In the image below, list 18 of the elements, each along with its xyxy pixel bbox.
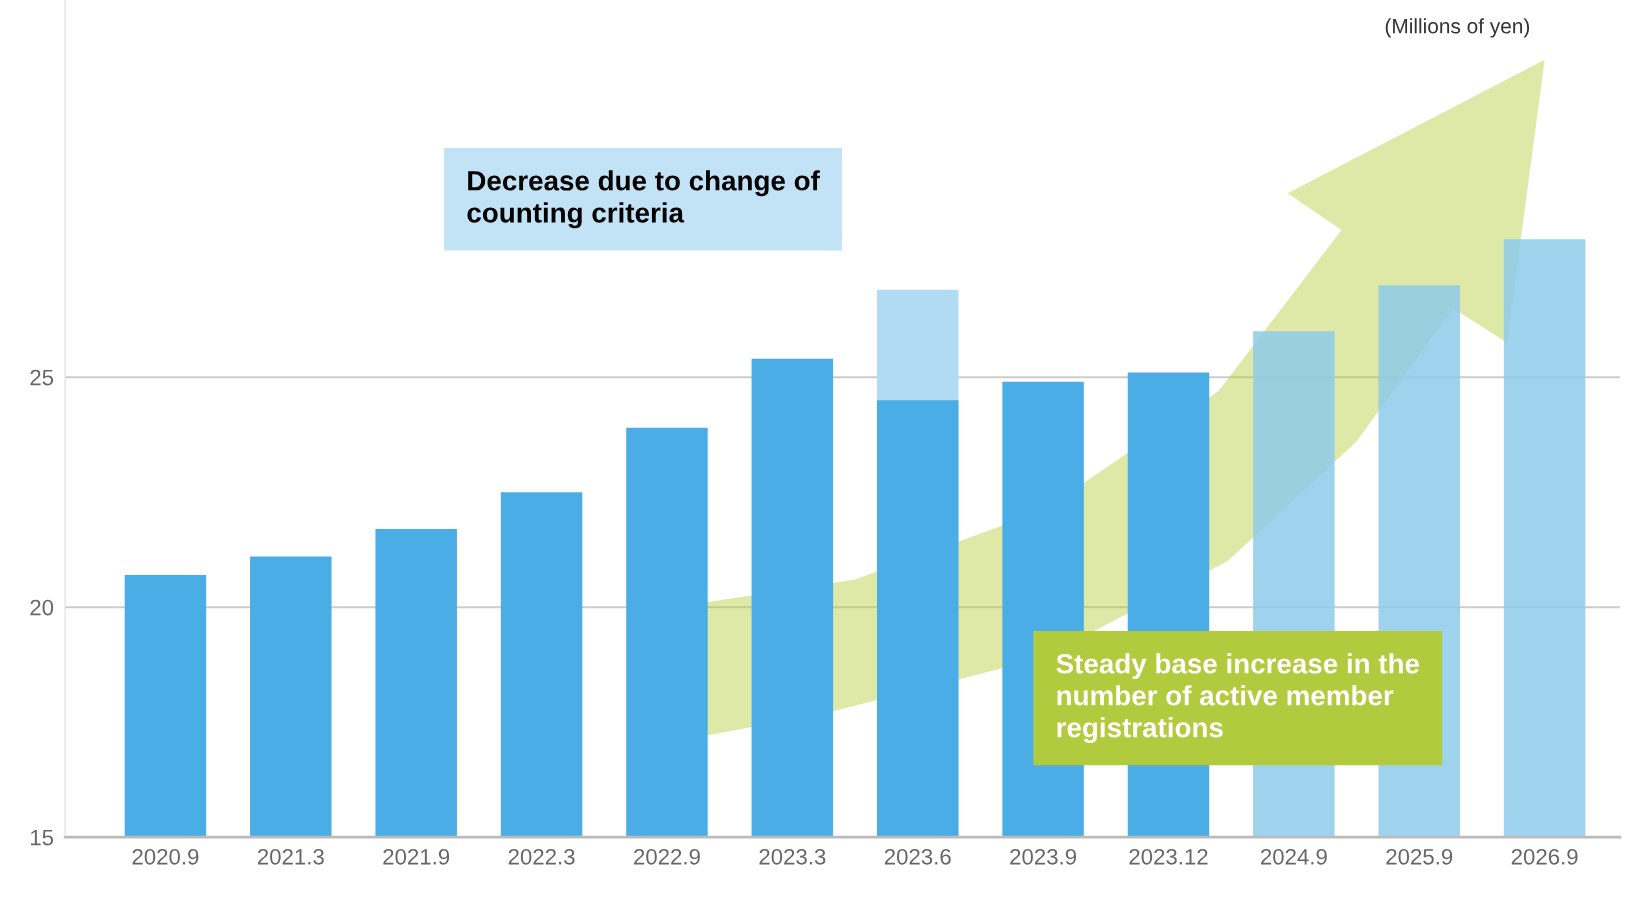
- x-tick-label: 2023.12: [1129, 848, 1208, 865]
- annotation: Steady base increase in the number of active member registrations: [1056, 653, 1420, 744]
- y-tick-label: 15: [30, 829, 54, 846]
- y-axis-title: (Millions of yen): [1385, 18, 1530, 38]
- x-tick-label: 2026.9: [1511, 848, 1578, 865]
- x-tick-label: 2023.3: [759, 848, 826, 865]
- x-tick-label: 2024.9: [1261, 848, 1327, 865]
- y-tick-label: 20: [30, 599, 54, 616]
- annotation: Decrease due to change of counting criteria: [467, 170, 820, 229]
- y-tick-label: 25: [30, 369, 54, 386]
- x-tick-label: 2022.3: [508, 848, 575, 865]
- x-tick-label: 2025.9: [1386, 848, 1453, 865]
- x-tick-label: 2023.9: [1010, 848, 1077, 865]
- x-tick-label: 2020.9: [132, 848, 199, 865]
- x-tick-label: 2021.3: [257, 848, 324, 865]
- x-tick-label: 2022.9: [634, 848, 700, 865]
- x-tick-label: 2021.9: [383, 848, 450, 865]
- x-tick-label: 2023.6: [884, 848, 951, 865]
